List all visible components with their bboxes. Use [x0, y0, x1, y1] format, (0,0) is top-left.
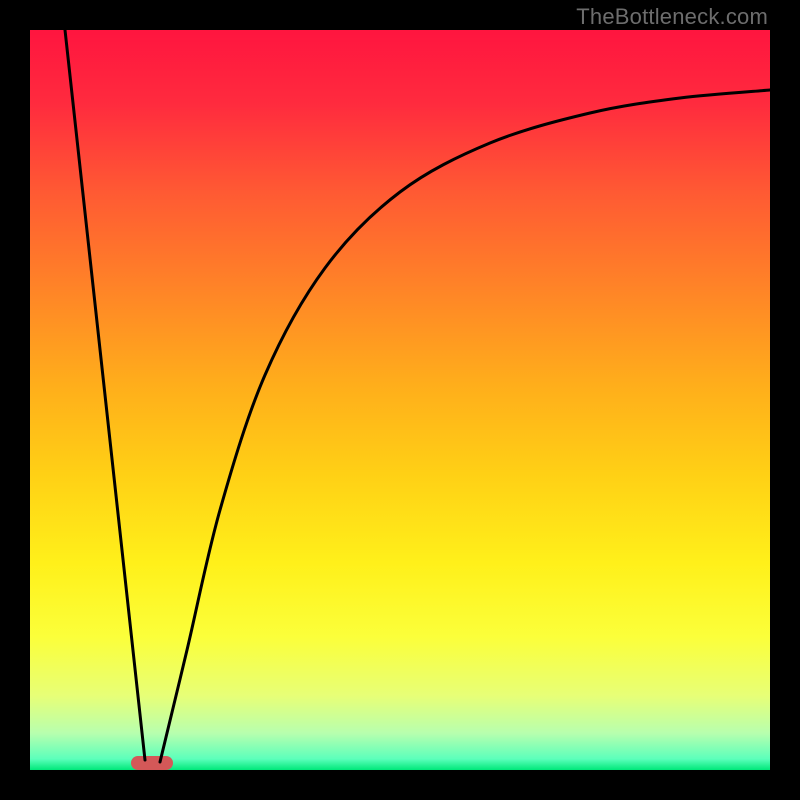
plot-area	[30, 30, 770, 770]
left-bottleneck-line	[65, 30, 145, 760]
bottleneck-curves	[30, 30, 770, 770]
watermark-text: TheBottleneck.com	[576, 4, 768, 30]
right-bottleneck-curve	[160, 90, 770, 762]
